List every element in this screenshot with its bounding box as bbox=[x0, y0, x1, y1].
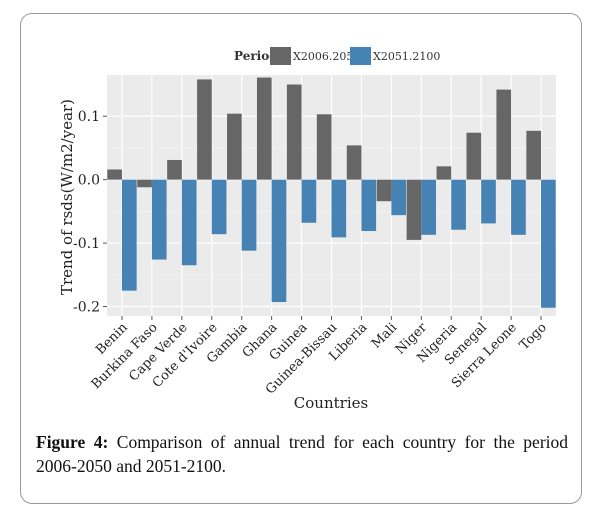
bar-series-1 bbox=[167, 159, 182, 180]
bar-series-1 bbox=[376, 179, 392, 202]
legend-label-series-2: X2051.2100 bbox=[373, 50, 440, 63]
bar-series-2 bbox=[181, 179, 197, 266]
bar-series-1 bbox=[316, 114, 332, 180]
y-tick-label: -0.2 bbox=[73, 299, 100, 315]
bar-series-2 bbox=[241, 179, 257, 251]
legend-title: Period bbox=[234, 49, 278, 63]
legend: Period X2006.2050 X2051.2100 bbox=[234, 47, 440, 65]
bars bbox=[107, 77, 556, 308]
bar-series-2 bbox=[481, 179, 496, 224]
bar-series-1 bbox=[197, 79, 212, 180]
y-tick-label: -0.1 bbox=[73, 236, 100, 252]
bar-series-1 bbox=[256, 77, 272, 180]
bar-series-1 bbox=[526, 130, 542, 180]
bar-series-1 bbox=[286, 84, 302, 180]
bar-series-2 bbox=[121, 179, 137, 291]
x-tick-label: Togo bbox=[517, 320, 550, 353]
bar-series-2 bbox=[391, 179, 407, 216]
legend-swatch-series-2 bbox=[350, 47, 371, 65]
bar-series-2 bbox=[301, 179, 317, 223]
y-tick-label: 0.1 bbox=[78, 109, 100, 125]
bar-series-2 bbox=[361, 179, 377, 232]
bar-series-1 bbox=[496, 89, 512, 180]
figure-caption: Figure 4: Comparison of annual trend for… bbox=[36, 430, 568, 478]
legend-swatch-series-1 bbox=[270, 47, 291, 65]
bar-series-1 bbox=[137, 179, 152, 188]
bar-series-2 bbox=[541, 179, 556, 308]
bar-series-1 bbox=[227, 113, 242, 180]
bar-series-2 bbox=[421, 179, 436, 235]
bar-series-2 bbox=[211, 179, 227, 235]
y-tick-label: 0.0 bbox=[78, 173, 100, 189]
y-axis-title: Trend of rsds(W/m2/year) bbox=[58, 99, 76, 295]
caption-text: Comparison of annual trend for each coun… bbox=[36, 432, 569, 476]
y-axis-ticks: 0.1 0.0 -0.1 -0.2 bbox=[73, 109, 107, 315]
bar-series-2 bbox=[151, 179, 167, 260]
caption-label: Figure 4: bbox=[36, 432, 109, 452]
legend-label-series-1: X2006.2050 bbox=[293, 50, 360, 63]
bar-series-2 bbox=[271, 179, 287, 303]
bar-series-1 bbox=[466, 132, 482, 180]
bar-series-2 bbox=[511, 179, 526, 235]
bar-series-2 bbox=[331, 179, 347, 238]
bar-series-1 bbox=[107, 169, 122, 180]
bar-series-1 bbox=[406, 179, 422, 240]
bar-series-1 bbox=[346, 145, 362, 180]
x-axis-title: Countries bbox=[294, 394, 368, 412]
bar-series-2 bbox=[451, 179, 466, 230]
bar-series-1 bbox=[436, 166, 452, 180]
